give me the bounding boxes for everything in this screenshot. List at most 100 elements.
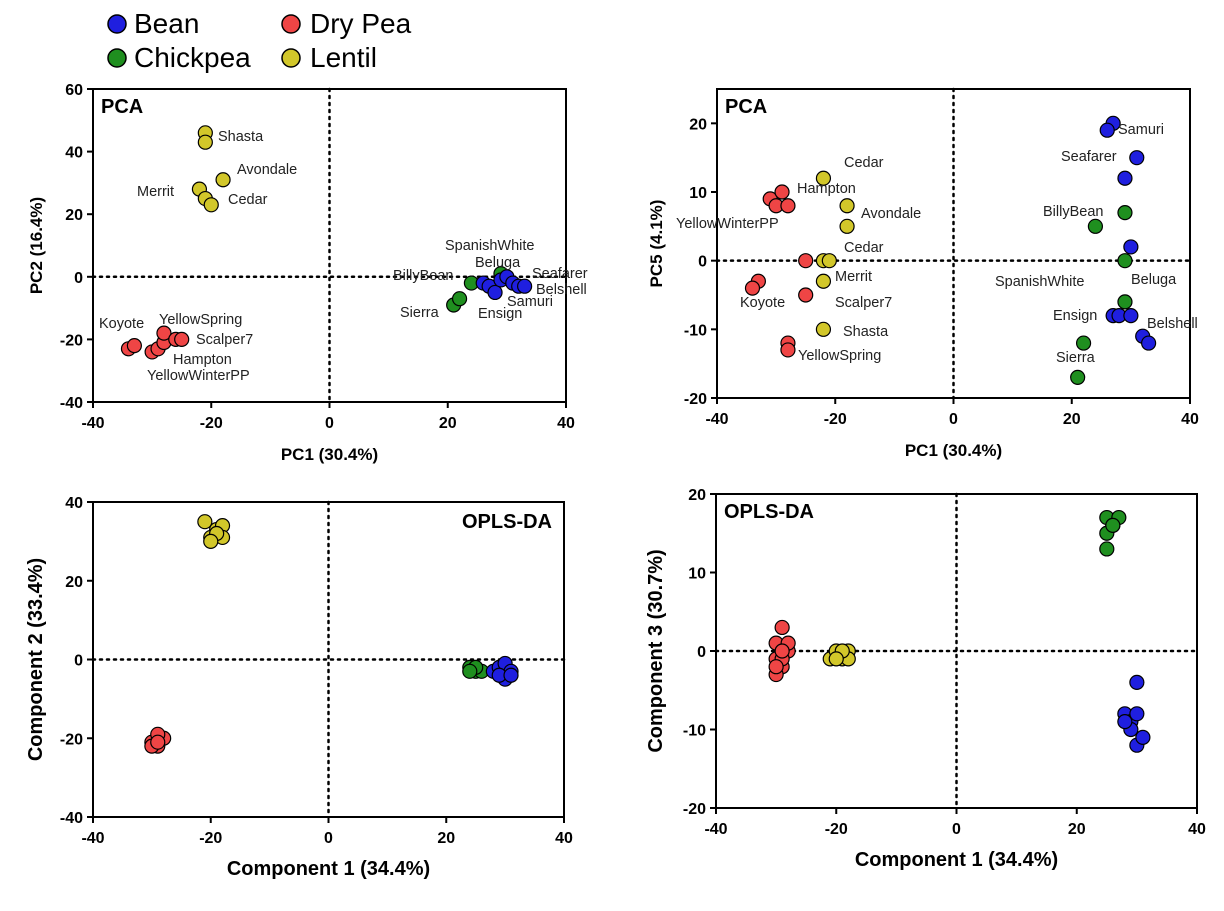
x-tick-label: 0	[324, 830, 333, 847]
data-point	[839, 198, 855, 214]
data-point	[768, 659, 784, 675]
y-tick-label: 0	[74, 653, 83, 670]
pca-pc1-pc5-plot: -40 -20 0 20 40 -20 -10 0 10 20 PC1 (30.4%) PC5 (4.…	[647, 87, 1199, 460]
sample-label: SpanishWhite	[995, 274, 1084, 290]
x-tick-label: 20	[437, 830, 455, 847]
legend-label: Chickpea	[134, 42, 251, 73]
data-point	[815, 170, 832, 186]
x-tick-label: 20	[1068, 821, 1086, 838]
sample-label: Ensign	[478, 306, 522, 322]
legend-label: Lentil	[310, 42, 377, 73]
sample-label: Merrit	[835, 269, 872, 285]
opls-da-comp1-comp2-plot: -40 -20 0 20 40 -40 -20 0 20 40 Component 1 (34.4%…	[25, 495, 573, 880]
data-point	[517, 278, 533, 294]
data-point	[462, 663, 478, 679]
x-tick-label: -20	[824, 411, 847, 428]
data-point	[839, 218, 855, 234]
y-tick-label: -10	[683, 723, 706, 740]
data-point	[1070, 369, 1086, 385]
data-point	[1135, 729, 1151, 745]
y-tick-label: -40	[60, 810, 83, 827]
sample-label: Koyote	[99, 316, 144, 332]
legend-item-chickpea: Chickpea	[107, 42, 251, 73]
data-point	[451, 291, 468, 307]
sample-label: BillyBean	[393, 268, 453, 284]
data-point	[1099, 122, 1115, 138]
plot-title: PCA	[725, 96, 767, 118]
sample-label: Merrit	[137, 184, 174, 200]
data-point	[1117, 170, 1133, 186]
data-point	[815, 273, 832, 289]
data-point	[174, 331, 190, 347]
sample-label: Shasta	[218, 129, 264, 145]
data-point	[1117, 294, 1133, 310]
plot-title: PCA	[101, 96, 143, 118]
x-tick-label: 0	[952, 821, 961, 838]
data-point	[203, 197, 219, 213]
x-tick-label: 40	[1181, 411, 1199, 428]
sample-label: Beluga	[475, 255, 521, 271]
y-tick-label: 10	[689, 185, 707, 202]
x-tick-label: 40	[1188, 821, 1206, 838]
x-tick-label: 20	[1063, 411, 1081, 428]
data-point	[197, 514, 213, 530]
legend-item-bean: Bean	[107, 8, 199, 39]
sample-label: Avondale	[861, 206, 921, 222]
x-tick-label: 40	[557, 415, 575, 432]
sample-label: Sierra	[400, 305, 440, 321]
sample-label: YellowSpring	[798, 348, 881, 364]
data-point	[774, 184, 790, 200]
x-tick-label: -20	[200, 415, 223, 432]
data-point	[1075, 335, 1092, 351]
sample-label: YellowSpring	[159, 312, 242, 328]
y-tick-label: -20	[60, 731, 83, 748]
sample-label: Cedar	[844, 155, 884, 171]
y-tick-label: 40	[65, 495, 83, 512]
sample-label: BillyBean	[1043, 204, 1103, 220]
sample-label: Beluga	[1131, 272, 1177, 288]
plot-title: OPLS-DA	[462, 511, 552, 533]
y-tick-label: 60	[65, 82, 83, 99]
sample-label: YellowWinterPP	[676, 216, 779, 232]
sample-label: Avondale	[237, 162, 297, 178]
data-point	[1129, 674, 1145, 690]
y-tick-label: -40	[60, 395, 83, 412]
sample-label: Samuri	[1118, 122, 1164, 138]
sample-label: YellowWinterPP	[147, 368, 250, 384]
sample-label: Scalper7	[196, 332, 253, 348]
y-tick-label: 10	[688, 566, 706, 583]
legend-label: Dry Pea	[310, 8, 412, 39]
plot-title: OPLS-DA	[724, 501, 814, 523]
y-tick-label: 40	[65, 145, 83, 162]
data-point	[1123, 239, 1139, 255]
data-point	[1129, 706, 1145, 722]
x-tick-label: -40	[81, 415, 104, 432]
x-axis-label: Component 1 (34.4%)	[855, 849, 1058, 871]
y-tick-label: 0	[74, 270, 83, 287]
data-point	[150, 734, 166, 750]
data-point	[487, 284, 503, 301]
data-point	[774, 643, 790, 659]
sample-label: Seafarer	[532, 266, 588, 282]
legend-marker	[281, 48, 301, 68]
data-point	[780, 198, 796, 214]
data-point	[197, 134, 213, 150]
x-axis-label: PC1 (30.4%)	[905, 441, 1002, 460]
legend-item-dry-pea: Dry Pea	[281, 8, 412, 39]
x-tick-label: -40	[705, 411, 728, 428]
data-point	[821, 253, 837, 269]
sample-label: Hampton	[797, 181, 856, 197]
legend-marker	[107, 48, 127, 68]
sample-label: Belshell	[1147, 316, 1198, 332]
chart-legend: Bean Dry Pea Chickpea Lentil	[107, 8, 412, 73]
data-point	[774, 619, 790, 636]
data-point	[1117, 205, 1133, 221]
data-point	[744, 280, 761, 296]
y-tick-label: 20	[688, 487, 706, 504]
y-tick-label: -20	[683, 801, 706, 818]
y-axis-label: PC5 (4.1%)	[647, 200, 666, 288]
x-tick-label: -40	[704, 821, 727, 838]
sample-label: Samuri	[507, 294, 553, 310]
sample-label: Scalper7	[835, 295, 892, 311]
y-tick-label: 20	[65, 207, 83, 224]
